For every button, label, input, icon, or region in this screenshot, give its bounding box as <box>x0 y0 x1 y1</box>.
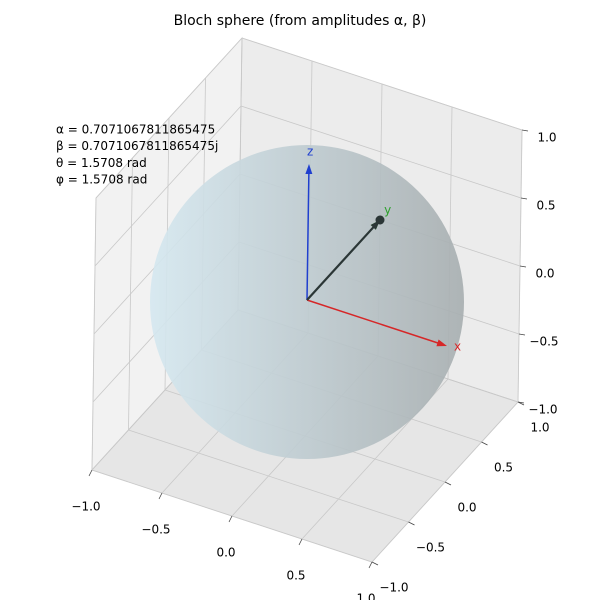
y-tick-label: 0.5 <box>494 461 513 475</box>
tick-mark <box>368 561 373 569</box>
tick-mark <box>371 561 379 566</box>
axis-label: x <box>454 340 461 354</box>
axis-label: y <box>384 203 391 217</box>
tick-mark <box>521 129 529 132</box>
axis-arrow-head <box>436 339 447 347</box>
tick-mark <box>481 441 488 446</box>
z-tick-label: −1.0 <box>528 403 557 417</box>
y-tick-label: 0.0 <box>457 501 476 515</box>
y-tick-label: −0.5 <box>416 541 445 555</box>
tick-mark <box>228 515 233 523</box>
tick-mark <box>517 401 525 404</box>
x-tick-label: −0.5 <box>141 523 170 537</box>
chart-title: Bloch sphere (from amplitudes α, β) <box>174 13 427 29</box>
axis-arrow <box>306 299 442 345</box>
z-tick-label: −0.5 <box>529 335 558 349</box>
x-tick-label: 0.0 <box>216 546 235 560</box>
z-tick-label: 0.0 <box>535 267 554 281</box>
tick-mark <box>520 197 528 200</box>
grid-line <box>240 105 522 199</box>
state-arrow <box>306 223 377 301</box>
axis-arrow-head <box>305 164 313 175</box>
tick-mark <box>444 481 452 486</box>
x-tick-label: 1.0 <box>356 592 375 600</box>
annotation: θ = 1.5708 rad <box>56 156 147 170</box>
tick-mark <box>158 492 163 500</box>
annotation: β = 0.7071067811865475j <box>56 139 218 153</box>
tick-mark <box>298 538 303 546</box>
sphere <box>150 145 464 459</box>
grid-line <box>128 429 409 523</box>
tick-mark <box>88 469 93 477</box>
tick-mark <box>518 333 526 336</box>
tick-mark <box>519 265 527 268</box>
y-tick-label: 1.0 <box>530 421 549 435</box>
axis-arrow <box>306 169 310 301</box>
annotation: φ = 1.5708 rad <box>56 173 147 187</box>
axis-label: z <box>307 145 313 159</box>
z-tick-label: 0.5 <box>536 199 555 213</box>
annotation: α = 0.7071067811865475 <box>56 123 215 137</box>
tick-mark <box>408 521 415 526</box>
grid-line <box>94 105 242 267</box>
grid-line <box>241 37 523 131</box>
state-point <box>375 215 385 225</box>
z-tick-label: 1.0 <box>537 131 556 145</box>
x-tick-label: −1.0 <box>71 500 100 514</box>
grid-line <box>95 37 243 199</box>
y-tick-label: −1.0 <box>379 581 408 595</box>
x-tick-label: 0.5 <box>286 569 305 583</box>
